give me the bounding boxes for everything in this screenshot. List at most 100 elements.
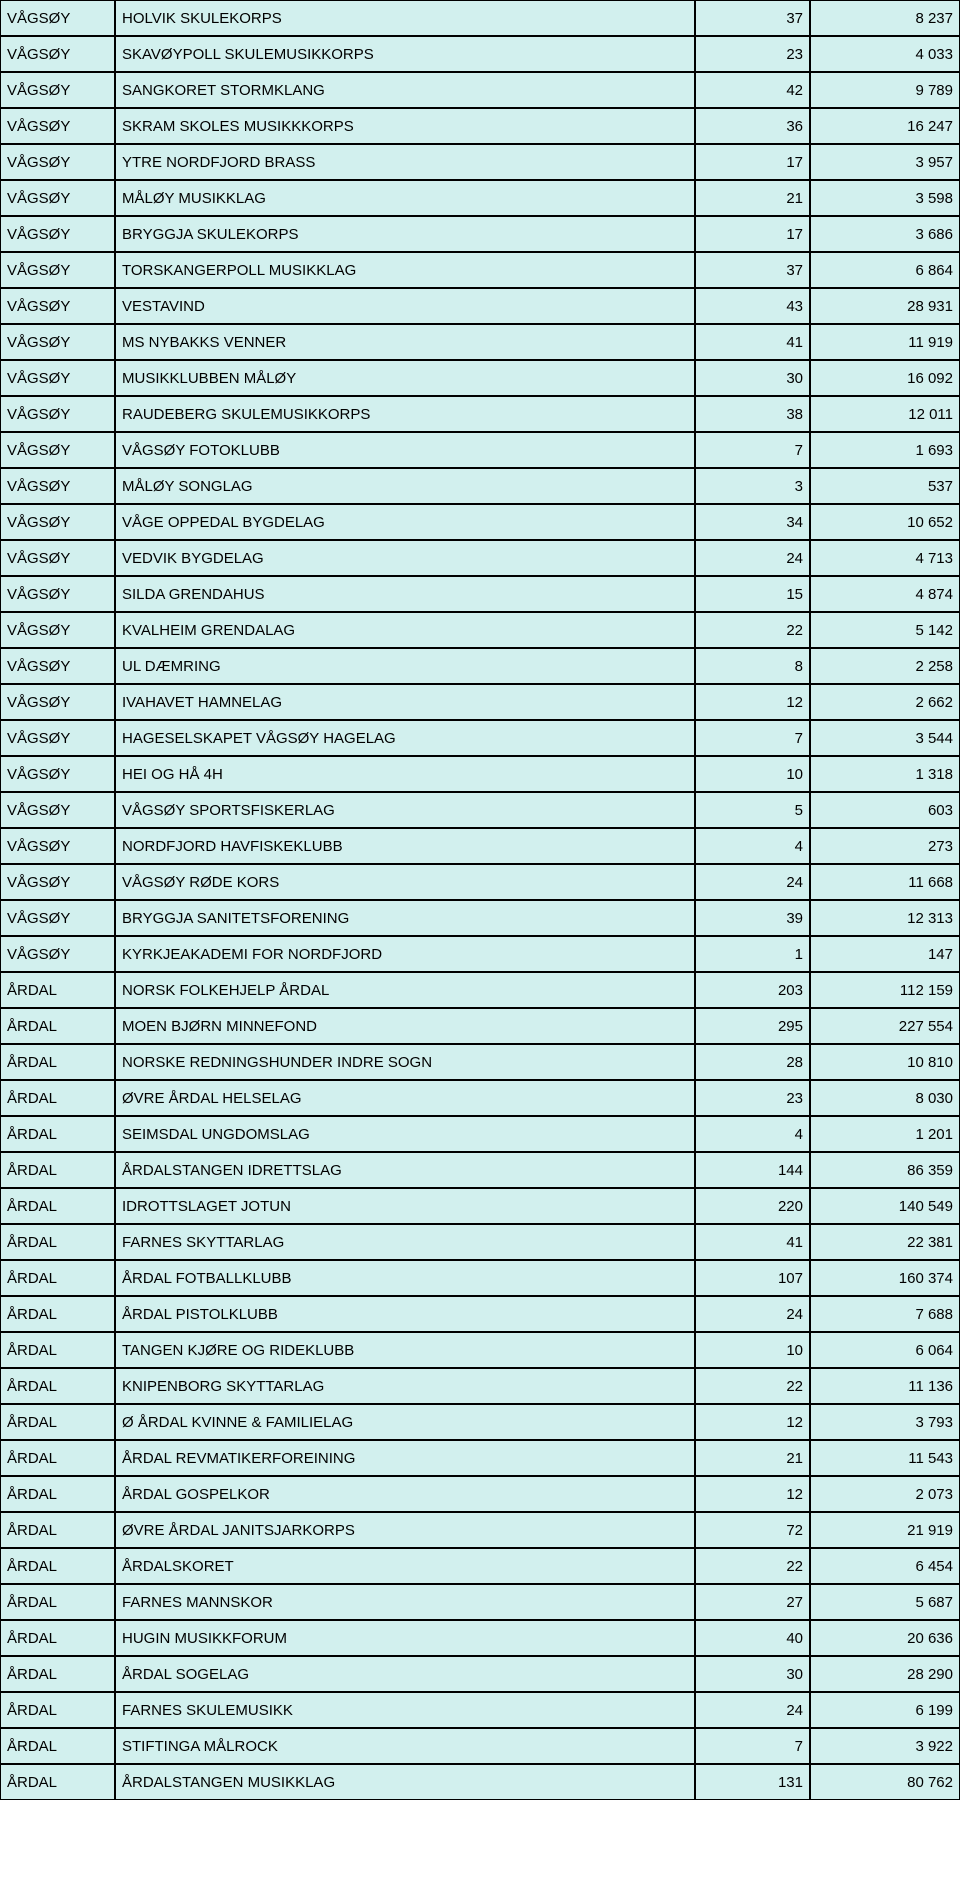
table-cell: 16 247: [810, 108, 960, 144]
table-cell: 8 237: [810, 0, 960, 36]
table-row: ÅRDALNORSKE REDNINGSHUNDER INDRE SOGN281…: [0, 1044, 960, 1080]
table-row: ÅRDALÅRDAL PISTOLKLUBB247 688: [0, 1296, 960, 1332]
table-cell: 37: [695, 252, 810, 288]
table-cell: 3 793: [810, 1404, 960, 1440]
table-row: VÅGSØYVÅGSØY FOTOKLUBB71 693: [0, 432, 960, 468]
table-row: VÅGSØYKVALHEIM GRENDALAG225 142: [0, 612, 960, 648]
table-row: VÅGSØYVESTAVIND4328 931: [0, 288, 960, 324]
table-row: ÅRDALFARNES SKYTTARLAG4122 381: [0, 1224, 960, 1260]
table-cell: ØVRE ÅRDAL JANITSJARKORPS: [115, 1512, 695, 1548]
table-cell: MS NYBAKKS VENNER: [115, 324, 695, 360]
table-cell: 4: [695, 828, 810, 864]
table-cell: 1 693: [810, 432, 960, 468]
table-cell: ÅRDAL: [0, 1188, 115, 1224]
table-cell: 140 549: [810, 1188, 960, 1224]
table-cell: VÅGSØY: [0, 612, 115, 648]
table-body: VÅGSØYHOLVIK SKULEKORPS378 237VÅGSØYSKAV…: [0, 0, 960, 1800]
table-cell: NORSKE REDNINGSHUNDER INDRE SOGN: [115, 1044, 695, 1080]
table-row: ÅRDALØ ÅRDAL KVINNE & FAMILIELAG123 793: [0, 1404, 960, 1440]
table-cell: 2 258: [810, 648, 960, 684]
table-cell: Ø ÅRDAL KVINNE & FAMILIELAG: [115, 1404, 695, 1440]
table-cell: 147: [810, 936, 960, 972]
table-cell: HUGIN MUSIKKFORUM: [115, 1620, 695, 1656]
table-cell: ÅRDAL: [0, 1044, 115, 1080]
table-row: VÅGSØYBRYGGJA SKULEKORPS173 686: [0, 216, 960, 252]
table-cell: 24: [695, 540, 810, 576]
table-cell: 21: [695, 1440, 810, 1476]
table-row: ÅRDALØVRE ÅRDAL JANITSJARKORPS7221 919: [0, 1512, 960, 1548]
table-cell: 28 290: [810, 1656, 960, 1692]
table-cell: KVALHEIM GRENDALAG: [115, 612, 695, 648]
table-cell: 3: [695, 468, 810, 504]
table-cell: HAGESELSKAPET VÅGSØY HAGELAG: [115, 720, 695, 756]
table-cell: 220: [695, 1188, 810, 1224]
table-cell: 160 374: [810, 1260, 960, 1296]
table-cell: 7: [695, 720, 810, 756]
table-cell: 36: [695, 108, 810, 144]
table-cell: ÅRDAL: [0, 1296, 115, 1332]
table-cell: IVAHAVET HAMNELAG: [115, 684, 695, 720]
table-cell: 17: [695, 144, 810, 180]
data-table: VÅGSØYHOLVIK SKULEKORPS378 237VÅGSØYSKAV…: [0, 0, 960, 1800]
table-cell: ÅRDAL: [0, 1224, 115, 1260]
table-cell: VÅGSØY: [0, 792, 115, 828]
table-cell: ÅRDAL FOTBALLKLUBB: [115, 1260, 695, 1296]
table-row: VÅGSØYHEI OG HÅ 4H101 318: [0, 756, 960, 792]
table-row: ÅRDALÅRDAL SOGELAG3028 290: [0, 1656, 960, 1692]
table-cell: VÅGSØY: [0, 360, 115, 396]
table-cell: VÅGSØY: [0, 540, 115, 576]
table-cell: VÅGSØY: [0, 72, 115, 108]
table-cell: SILDA GRENDAHUS: [115, 576, 695, 612]
table-cell: 11 668: [810, 864, 960, 900]
table-cell: 12: [695, 684, 810, 720]
table-cell: 30: [695, 1656, 810, 1692]
table-cell: ÅRDAL: [0, 1584, 115, 1620]
table-row: VÅGSØYYTRE NORDFJORD BRASS173 957: [0, 144, 960, 180]
table-cell: SKAVØYPOLL SKULEMUSIKKORPS: [115, 36, 695, 72]
table-row: ÅRDALÅRDAL GOSPELKOR122 073: [0, 1476, 960, 1512]
table-cell: 39: [695, 900, 810, 936]
table-cell: 40: [695, 1620, 810, 1656]
table-cell: ÅRDAL GOSPELKOR: [115, 1476, 695, 1512]
table-row: ÅRDALSEIMSDAL UNGDOMSLAG41 201: [0, 1116, 960, 1152]
table-cell: BRYGGJA SANITETSFORENING: [115, 900, 695, 936]
table-cell: 22: [695, 1368, 810, 1404]
table-cell: 295: [695, 1008, 810, 1044]
table-cell: VÅGSØY: [0, 576, 115, 612]
table-cell: 86 359: [810, 1152, 960, 1188]
table-cell: VÅGSØY: [0, 0, 115, 36]
table-cell: VÅGE OPPEDAL BYGDELAG: [115, 504, 695, 540]
table-row: VÅGSØYIVAHAVET HAMNELAG122 662: [0, 684, 960, 720]
table-cell: 42: [695, 72, 810, 108]
table-cell: 22: [695, 612, 810, 648]
table-cell: ÅRDAL: [0, 1512, 115, 1548]
table-cell: 11 136: [810, 1368, 960, 1404]
table-cell: SEIMSDAL UNGDOMSLAG: [115, 1116, 695, 1152]
table-row: VÅGSØYMS NYBAKKS VENNER4111 919: [0, 324, 960, 360]
table-cell: 37: [695, 0, 810, 36]
table-cell: 112 159: [810, 972, 960, 1008]
table-cell: 21: [695, 180, 810, 216]
table-row: VÅGSØYSANGKORET STORMKLANG429 789: [0, 72, 960, 108]
table-cell: 3 598: [810, 180, 960, 216]
table-cell: 5 687: [810, 1584, 960, 1620]
table-cell: NORDFJORD HAVFISKEKLUBB: [115, 828, 695, 864]
table-cell: 4 713: [810, 540, 960, 576]
table-cell: 144: [695, 1152, 810, 1188]
table-cell: 2 662: [810, 684, 960, 720]
table-cell: ÅRDAL: [0, 1008, 115, 1044]
table-cell: ÅRDAL SOGELAG: [115, 1656, 695, 1692]
table-cell: ÅRDAL: [0, 1080, 115, 1116]
table-cell: VÅGSØY: [0, 216, 115, 252]
table-cell: VEDVIK BYGDELAG: [115, 540, 695, 576]
table-cell: 24: [695, 1692, 810, 1728]
table-cell: ÅRDAL: [0, 972, 115, 1008]
table-row: ÅRDALFARNES MANNSKOR275 687: [0, 1584, 960, 1620]
table-row: VÅGSØYMÅLØY SONGLAG3537: [0, 468, 960, 504]
table-cell: SANGKORET STORMKLANG: [115, 72, 695, 108]
table-cell: 3 686: [810, 216, 960, 252]
table-cell: 273: [810, 828, 960, 864]
table-cell: 6 864: [810, 252, 960, 288]
table-cell: ÅRDAL: [0, 1692, 115, 1728]
table-cell: NORSK FOLKEHJELP ÅRDAL: [115, 972, 695, 1008]
